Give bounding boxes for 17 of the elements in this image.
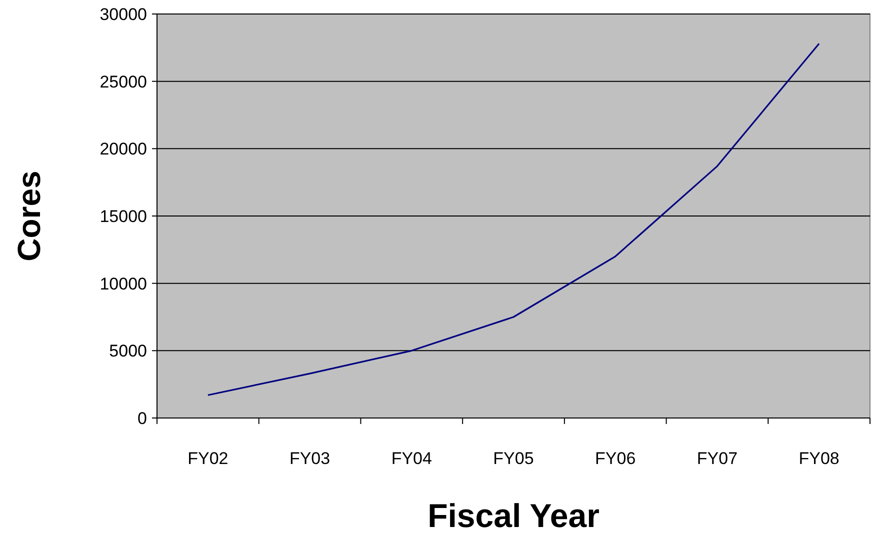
y-tick-label: 20000: [100, 140, 147, 159]
x-tick-label: FY07: [696, 449, 738, 468]
y-tick-label: 5000: [109, 342, 147, 361]
y-tick-label: 10000: [100, 274, 147, 294]
line-series: [207, 42, 820, 396]
x-tick-label: FY08: [798, 449, 840, 468]
y-tick-label: 30000: [100, 4, 147, 24]
x-tick-label: FY04: [391, 449, 432, 468]
y-tick-label: 15000: [100, 206, 147, 226]
y-tick-label: 0: [138, 408, 147, 428]
y-tick-label: 25000: [100, 72, 147, 92]
x-tick-label: FY03: [289, 449, 330, 468]
x-tick-label: FY05: [493, 449, 534, 468]
y-axis-title: Cores: [11, 170, 47, 262]
x-axis-title: Fiscal Year: [428, 497, 600, 534]
x-tick-label: FY06: [595, 449, 636, 468]
x-tick-label: FY02: [188, 449, 228, 468]
